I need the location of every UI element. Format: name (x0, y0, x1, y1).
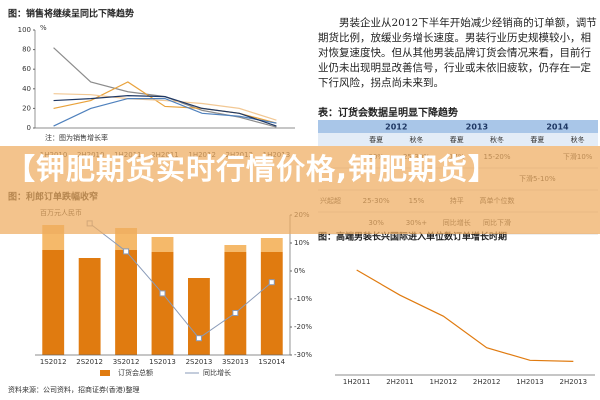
line-series (89, 223, 273, 339)
chart-note: 注：图为销售增长率 (45, 133, 108, 142)
legend-label: 同比增长 (203, 368, 231, 377)
season-header: 秋冬 (490, 135, 504, 144)
x-tick-label: 2S2013 (186, 358, 213, 366)
y2-tick-label: -10% (294, 295, 312, 303)
line-series (53, 93, 277, 121)
y2-tick-label: -30% (294, 351, 312, 359)
legend-swatch (100, 370, 110, 376)
legend-label: 订货会总额 (118, 368, 153, 377)
bar (224, 252, 247, 355)
season-header: 春夏 (369, 135, 383, 144)
bar (260, 252, 283, 355)
bar (42, 250, 65, 355)
x-tick-label: 2S2012 (76, 358, 103, 366)
y2-tick-label: -20% (294, 323, 312, 331)
y-tick-label: 60 (22, 65, 31, 73)
y-tick-label: 0 (27, 124, 31, 132)
line-series (53, 95, 277, 127)
paragraph: 男装企业从2012下半年开始减少经销商的订单额，调节期货比例，放缓业务增长速度。… (318, 17, 597, 89)
season-header: 春夏 (450, 135, 464, 144)
y2-tick-label: 0% (294, 267, 305, 275)
bar (260, 238, 283, 252)
bar (115, 250, 137, 355)
line-series (53, 98, 277, 127)
table-subheader-bg (318, 133, 598, 146)
x-tick-label: 3S2012 (113, 358, 140, 366)
line-series (356, 269, 574, 362)
season-header: 春夏 (530, 135, 544, 144)
bar (78, 258, 101, 355)
point (195, 335, 202, 342)
x-tick-label: 1S2013 (149, 358, 176, 366)
bar (151, 237, 174, 252)
x-tick-label: 2H2011 (386, 378, 414, 386)
bar (224, 245, 247, 252)
x-tick-label: 1S2012 (40, 358, 67, 366)
bar (151, 252, 174, 355)
point (232, 310, 239, 316)
y-axis-label: % (40, 24, 47, 32)
x-tick-label: 2H2012 (473, 378, 501, 386)
chart-title: 图：销售将继续呈同比下降趋势 (8, 8, 134, 20)
x-tick-label: 2H2013 (560, 378, 588, 386)
season-header: 秋冬 (409, 135, 423, 144)
y-tick-label: 100 (18, 26, 31, 34)
chart-source: 资料来源：公司资料，招商证券(香港)整理 (8, 385, 139, 394)
table-title: 表：订货会数据呈明显下降趋势 (318, 108, 458, 119)
x-tick-label: 3S2013 (222, 358, 249, 366)
point (159, 290, 166, 297)
point (123, 248, 130, 255)
bar (188, 278, 210, 355)
x-tick-label: 1H2012 (430, 378, 458, 386)
table-header-bg (318, 120, 598, 133)
y-tick-label: 20 (22, 104, 31, 112)
point (268, 279, 275, 286)
y-tick-label: 80 (22, 46, 31, 54)
x-tick-label: 1S2014 (258, 358, 285, 366)
year-header: 2013 (466, 123, 488, 132)
banner-text: 【钾肥期货实时行情价格,钾肥期货】 (6, 152, 499, 186)
x-tick-label: 1H2011 (343, 378, 371, 386)
y-tick-label: 40 (22, 85, 31, 93)
year-header: 2012 (385, 123, 407, 132)
season-header: 秋冬 (571, 135, 585, 144)
year-header: 2014 (546, 123, 569, 132)
y2-tick-label: 10% (294, 239, 310, 247)
x-tick-label: 1H2013 (516, 378, 544, 386)
banner-background (0, 146, 600, 234)
